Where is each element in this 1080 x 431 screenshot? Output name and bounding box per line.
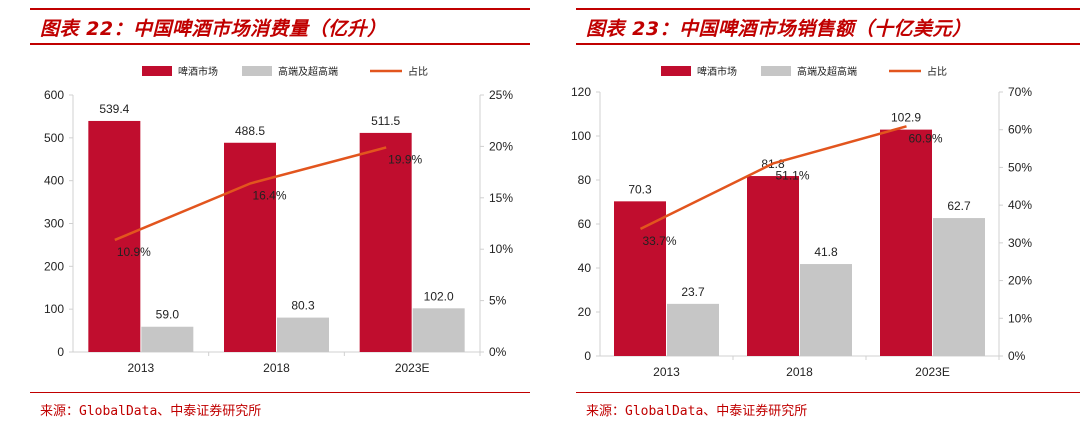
bar-label-premium: 80.3 xyxy=(291,299,315,313)
bar-premium xyxy=(277,317,329,352)
source-rule xyxy=(30,392,530,393)
y2-tick-label: 0% xyxy=(489,345,507,359)
bar-beer-market xyxy=(88,120,141,352)
title-rule xyxy=(30,43,530,45)
source-note: 来源：GlobalData、中泰证券研究所 xyxy=(40,404,262,419)
legend-swatch-beer-market xyxy=(661,66,691,76)
y2-tick-label: 25% xyxy=(489,88,513,102)
y2-tick-label: 20% xyxy=(489,139,513,153)
bar-label-beer-market: 511.5 xyxy=(371,114,400,128)
x-tick-label: 2023E xyxy=(395,361,430,375)
line-share xyxy=(639,125,907,231)
bar-beer-market xyxy=(224,142,276,352)
line-label-share: 51.1% xyxy=(776,168,810,182)
legend-swatch-beer-market xyxy=(142,66,172,76)
legend-label-share: 占比 xyxy=(927,65,947,78)
bar-premium xyxy=(800,264,852,356)
bar-label-beer-market: 70.3 xyxy=(628,182,652,196)
x-tick-label: 2018 xyxy=(786,365,813,379)
consumption-chart: 0 100 200 300 400 500 600 0% 5% 10% 15% 20% 25% 539.4… xyxy=(44,65,513,375)
bar-beer-market xyxy=(880,129,932,356)
y-tick-label: 200 xyxy=(44,259,64,273)
y-tick-label: 0 xyxy=(57,345,64,359)
y-tick-label: 0 xyxy=(584,349,591,363)
bar-beer-market xyxy=(747,176,799,356)
legend-label-share: 占比 xyxy=(408,65,428,78)
line-label-share: 19.9% xyxy=(388,152,422,166)
y2-tick-label: 15% xyxy=(489,191,513,205)
y-tick-label: 100 xyxy=(571,129,591,143)
legend-label-premium: 高端及超高端 xyxy=(797,65,857,78)
bar-label-premium: 23.7 xyxy=(681,285,705,299)
y-tick-label: 40 xyxy=(578,261,592,275)
bar-label-premium: 62.7 xyxy=(947,199,971,213)
y-tick-label: 60 xyxy=(578,217,592,231)
y-tick-label: 400 xyxy=(44,174,64,188)
bar-beer-market xyxy=(614,201,666,356)
y-tick-label: 20 xyxy=(578,305,592,319)
chart-panel-sales: 图表 23：中国啤酒市场销售额（十亿美元） 0 20 40 60 80 100 120 0% 1… xyxy=(546,0,1080,431)
y-tick-label: 600 xyxy=(44,88,64,102)
line-label-share: 16.4% xyxy=(253,188,287,202)
source-rule xyxy=(576,392,1080,393)
y2-tick-label: 10% xyxy=(489,242,513,256)
bar-premium xyxy=(667,303,719,356)
y2-tick-label: 40% xyxy=(1008,198,1032,212)
title-rule xyxy=(576,43,1080,45)
chart-panel-consumption: 图表 22：中国啤酒市场消费量（亿升） 0 100 200 300 400 500 600 0… xyxy=(0,0,530,431)
x-tick-label: 2023E xyxy=(915,365,950,379)
legend-label-beer-market: 啤酒市场 xyxy=(178,65,218,78)
bar-label-premium: 102.0 xyxy=(424,289,454,303)
x-tick-label: 2018 xyxy=(263,361,290,375)
bar-premium xyxy=(412,308,465,352)
sales-chart: 0 20 40 60 80 100 120 0% 10% 20% 30% 40% 50% 60% 70% 70… xyxy=(571,65,1032,379)
y-tick-label: 300 xyxy=(44,217,64,231)
bar-premium xyxy=(933,218,985,356)
y-tick-label: 80 xyxy=(578,173,592,187)
top-rule xyxy=(576,8,1080,10)
line-label-share: 33.7% xyxy=(643,234,677,248)
top-rule xyxy=(30,8,530,10)
y2-tick-label: 20% xyxy=(1008,274,1032,288)
chart-title: 图表 22：中国啤酒市场消费量（亿升） xyxy=(40,18,387,40)
x-tick-label: 2013 xyxy=(127,361,154,375)
bar-beer-market xyxy=(359,132,412,352)
y-tick-label: 120 xyxy=(571,85,591,99)
y2-tick-label: 30% xyxy=(1008,236,1032,250)
bar-label-premium: 41.8 xyxy=(814,245,838,259)
x-tick-label: 2013 xyxy=(653,365,680,379)
y2-tick-label: 50% xyxy=(1008,160,1032,174)
bar-label-beer-market: 102.9 xyxy=(891,111,921,125)
y2-tick-label: 5% xyxy=(489,294,507,308)
line-label-share: 10.9% xyxy=(117,245,151,259)
chart-title: 图表 23：中国啤酒市场销售额（十亿美元） xyxy=(586,18,972,40)
bar-label-beer-market: 539.4 xyxy=(99,102,129,116)
y2-tick-label: 60% xyxy=(1008,123,1032,137)
bar-label-beer-market: 488.5 xyxy=(235,124,265,138)
bar-label-premium: 59.0 xyxy=(156,308,180,322)
legend-label-premium: 高端及超高端 xyxy=(278,65,338,78)
legend-swatch-premium xyxy=(242,66,272,76)
bar-premium xyxy=(141,326,194,352)
line-share xyxy=(114,146,387,242)
y-tick-label: 500 xyxy=(44,131,64,145)
y2-tick-label: 0% xyxy=(1008,349,1026,363)
y2-tick-label: 70% xyxy=(1008,85,1032,99)
y2-tick-label: 10% xyxy=(1008,311,1032,325)
line-label-share: 60.9% xyxy=(909,131,943,145)
y-tick-label: 100 xyxy=(44,302,64,316)
legend-label-beer-market: 啤酒市场 xyxy=(697,65,737,78)
source-note: 来源：GlobalData、中泰证券研究所 xyxy=(586,404,808,419)
legend-swatch-premium xyxy=(761,66,791,76)
